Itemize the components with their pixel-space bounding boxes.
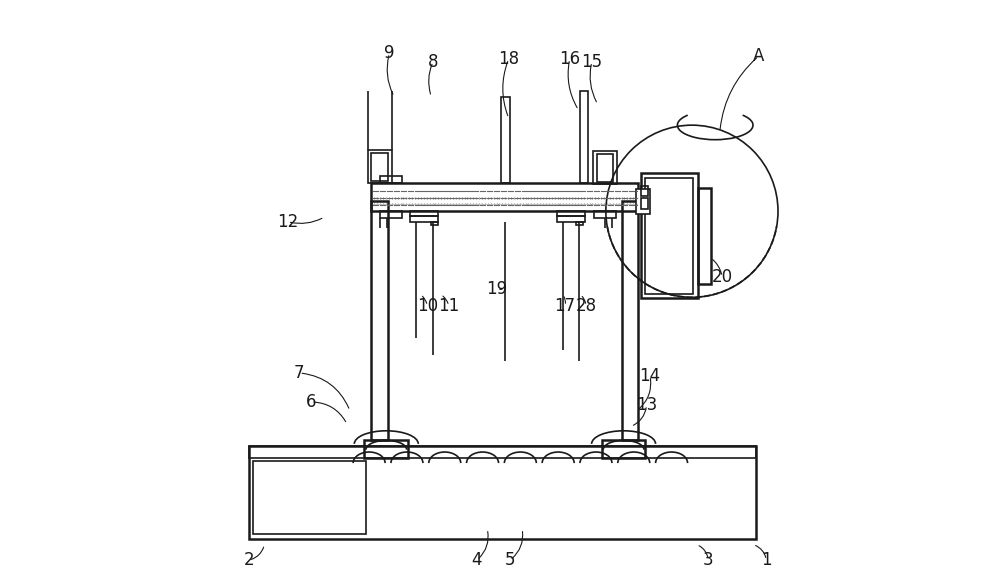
Bar <box>380 211 402 218</box>
Bar <box>501 97 510 183</box>
Text: 19: 19 <box>487 280 508 297</box>
Bar <box>557 216 585 222</box>
Text: 1: 1 <box>761 551 772 569</box>
Bar <box>597 154 613 182</box>
Bar <box>593 151 617 184</box>
Bar <box>410 211 438 216</box>
Bar <box>594 211 616 218</box>
Bar <box>698 188 711 284</box>
Bar <box>371 153 388 181</box>
Bar <box>641 185 648 196</box>
Bar <box>371 183 638 211</box>
Bar <box>557 211 585 216</box>
Bar <box>368 150 392 183</box>
Text: 12: 12 <box>277 213 298 231</box>
Text: 4: 4 <box>471 551 482 569</box>
Bar <box>364 440 408 458</box>
Bar <box>431 222 438 225</box>
Bar <box>602 440 645 458</box>
Text: 28: 28 <box>576 297 597 315</box>
Text: 2: 2 <box>243 551 254 569</box>
Text: 6: 6 <box>306 393 316 411</box>
Bar <box>576 222 583 225</box>
Text: 3: 3 <box>703 551 714 569</box>
Text: 8: 8 <box>428 53 438 71</box>
Text: 15: 15 <box>581 53 602 71</box>
Text: 16: 16 <box>559 50 580 68</box>
Bar <box>249 445 756 458</box>
Bar <box>636 189 650 213</box>
Bar <box>253 461 366 534</box>
Text: 18: 18 <box>498 50 519 68</box>
Text: A: A <box>753 47 765 65</box>
Text: 11: 11 <box>438 297 459 315</box>
Text: 9: 9 <box>384 44 395 62</box>
Text: 5: 5 <box>505 551 515 569</box>
Bar <box>622 201 638 440</box>
Text: 13: 13 <box>636 396 657 414</box>
Bar <box>641 173 698 298</box>
Bar <box>580 91 588 183</box>
Text: 10: 10 <box>417 297 438 315</box>
Text: 14: 14 <box>639 367 661 385</box>
Bar <box>249 445 756 539</box>
Text: 7: 7 <box>294 364 305 382</box>
Bar <box>645 178 693 294</box>
Bar <box>371 201 388 440</box>
Text: 20: 20 <box>712 268 733 286</box>
Bar <box>641 198 648 209</box>
Bar <box>380 176 402 183</box>
Bar <box>410 216 438 222</box>
Text: 17: 17 <box>555 297 576 315</box>
